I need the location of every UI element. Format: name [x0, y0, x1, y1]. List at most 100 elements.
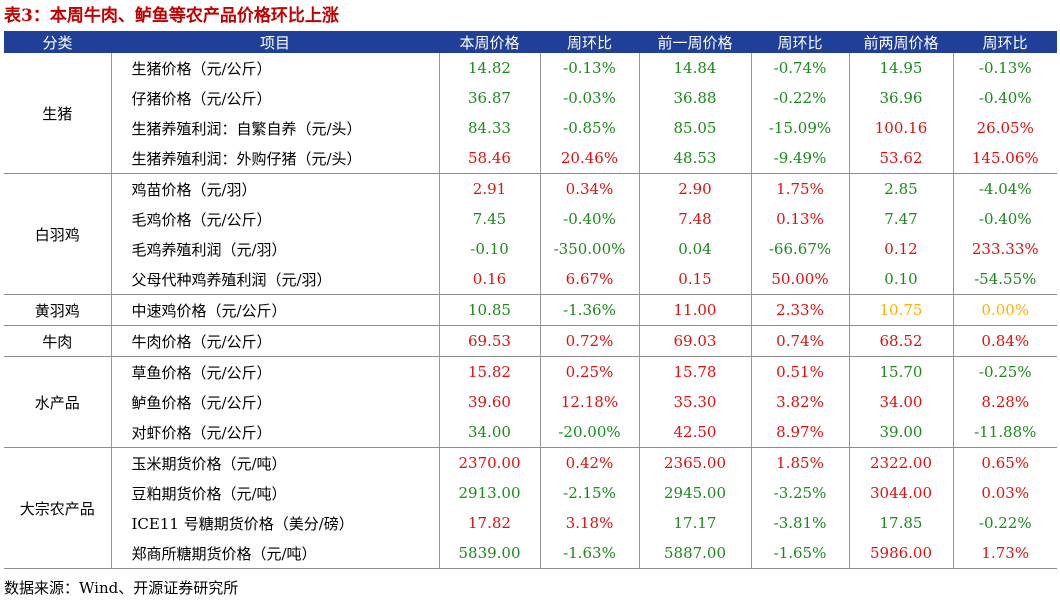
price-cell: 5839.00 — [439, 538, 541, 569]
item-cell: 生猪养殖利润：外购仔猪（元/头） — [111, 143, 440, 174]
table-row: 白羽鸡 鸡苗价格（元/羽） 2.91 0.34% 2.90 1.75% 2.85 -4.04% — [4, 173, 1057, 295]
price-cell: 68.52 — [849, 325, 954, 357]
change-cell: 0.72% — [540, 325, 640, 357]
change-cell: -20.00% — [540, 417, 640, 448]
change-cell: 50.00% — [751, 264, 850, 295]
change-cell: 3.82% — [751, 387, 850, 417]
change-cell: 233.33% — [971, 240, 1039, 258]
price-cell: 14.82 — [439, 53, 541, 83]
change-cell: -0.40% — [978, 210, 1032, 228]
data-source-note: 数据来源：Wind、开源证券研究所 — [4, 579, 239, 597]
header-category: 分类 — [4, 31, 111, 53]
price-cell: 53.62 — [849, 143, 954, 174]
category-cell: 白羽鸡 — [4, 173, 112, 295]
change-cell: 1.85% — [751, 447, 850, 478]
header-this-week-price: 本周价格 — [439, 31, 540, 53]
price-cell: 11.00 — [639, 294, 752, 326]
header-this-week-change: 周环比 — [540, 31, 639, 53]
price-cell: 0.04 — [639, 234, 752, 264]
table-row: 生猪养殖利润：外购仔猪（元/头） 58.46 20.46% 48.53 -9.49% 53… — [4, 143, 1057, 174]
table-title: 表3：本周牛肉、鲈鱼等农产品价格环比上涨 — [4, 6, 339, 26]
header-row: 分类 项目 本周价格 周环比 前一周价格 周环比 前两周价格 周环比 — [4, 31, 1057, 53]
price-cell: 5986.00 — [849, 538, 954, 569]
change-cell: -0.74% — [751, 53, 850, 83]
change-cell: -0.13% — [540, 53, 640, 83]
price-cell: 0.16 — [439, 264, 541, 295]
price-cell: 48.53 — [639, 143, 752, 174]
price-cell: 10.85 — [439, 294, 541, 326]
category-cell: 生猪 — [4, 53, 112, 174]
item-cell: 草鱼价格（元/公斤） — [111, 356, 440, 387]
change-cell: -4.04% — [978, 180, 1032, 198]
category-cell: 黄羽鸡 — [4, 294, 112, 326]
price-cell: 35.30 — [639, 387, 752, 417]
change-cell: 0.25% — [540, 356, 640, 387]
change-cell: 2.33% — [751, 294, 850, 326]
price-cell: 17.85 — [849, 508, 954, 538]
item-cell: 鲈鱼价格（元/公斤） — [111, 387, 440, 417]
change-cell: 1.73% — [953, 538, 1057, 569]
price-cell: 36.96 — [849, 83, 954, 113]
item-cell: 牛肉价格（元/公斤） — [111, 325, 440, 357]
item-cell: 生猪养殖利润：自繁自养（元/头） — [111, 113, 440, 143]
change-cell: -0.22% — [978, 514, 1032, 532]
price-cell: 34.00 — [849, 387, 954, 417]
table-row: 对虾价格（元/公斤） 34.00 -20.00% 42.50 8.97% 39.00 -11… — [4, 417, 1057, 448]
category-cell: 水产品 — [4, 356, 112, 448]
price-cell: 14.84 — [639, 53, 752, 83]
item-cell: 玉米期货价格（元/吨） — [111, 447, 440, 478]
table-row: ICE11 号糖期货价格（美分/磅） 17.82 3.18% 17.17 -3.81% 1… — [4, 508, 1057, 538]
header-two-weeks-change: 周环比 — [953, 31, 1057, 53]
item-cell: 中速鸡价格（元/公斤） — [111, 294, 440, 326]
change-cell: -2.15% — [540, 478, 640, 508]
change-cell: -11.88% — [953, 417, 1057, 448]
change-cell: 0.13% — [751, 204, 850, 234]
table-row: 毛鸡养殖利润（元/羽） -0.10 -350.00% 0.04 -66.67% 0.12 2… — [4, 234, 1057, 264]
price-cell: 100.16 — [849, 113, 954, 143]
header-last-week-change: 周环比 — [751, 31, 849, 53]
change-cell: 0.65% — [981, 454, 1030, 472]
change-cell: 12.18% — [540, 387, 640, 417]
price-cell: 7.45 — [439, 204, 541, 234]
price-cell: 36.88 — [639, 83, 752, 113]
change-cell: -0.40% — [540, 204, 640, 234]
price-cell: 69.53 — [439, 325, 541, 357]
price-cell: 69.03 — [639, 325, 752, 357]
price-cell: 2.85 — [849, 173, 954, 204]
item-cell: 仔猪价格（元/公斤） — [111, 83, 440, 113]
change-cell: 0.00% — [953, 294, 1057, 326]
price-cell: 5887.00 — [639, 538, 752, 569]
price-cell: 39.00 — [849, 417, 954, 448]
change-cell: -0.40% — [978, 89, 1032, 107]
price-cell: 15.70 — [849, 356, 954, 387]
price-cell: 2.91 — [439, 173, 541, 204]
change-cell: 0.34% — [540, 173, 640, 204]
price-cell: 10.75 — [849, 294, 954, 326]
table-body: 生猪 生猪价格（元/公斤） 14.82 -0.13% 14.84 -0.74% 14.95-… — [4, 53, 1057, 569]
item-cell: ICE11 号糖期货价格（美分/磅） — [111, 508, 440, 538]
change-cell: -66.67% — [751, 234, 850, 264]
change-cell: 8.28% — [981, 393, 1030, 411]
change-cell: 0.84% — [953, 325, 1057, 357]
price-cell: 85.05 — [639, 113, 752, 143]
table-row: 水产品 草鱼价格（元/公斤） 15.82 0.25% 15.78 0.51% 15.70 -0… — [4, 356, 1057, 448]
item-cell: 毛鸡价格（元/公斤） — [111, 204, 440, 234]
price-cell: 39.60 — [439, 387, 541, 417]
item-cell: 豆粕期货价格（元/吨） — [111, 478, 440, 508]
price-cell: 0.15 — [639, 264, 752, 295]
price-cell: 17.17 — [639, 508, 752, 538]
price-cell: 2370.00 — [439, 447, 541, 478]
item-cell: 郑商所糖期货价格（元/吨） — [111, 538, 440, 569]
change-cell: -3.81% — [751, 508, 850, 538]
table-row: 毛鸡价格（元/公斤） 7.45 -0.40% 7.48 0.13% 7.47 -0.40% — [4, 204, 1057, 234]
change-cell: 20.46% — [540, 143, 640, 174]
price-cell: 36.87 — [439, 83, 541, 113]
change-cell: 0.51% — [751, 356, 850, 387]
change-cell: -0.13% — [978, 59, 1032, 77]
table-row: 仔猪价格（元/公斤） 36.87 -0.03% 36.88 -0.22% 36.96 -0.… — [4, 83, 1057, 113]
item-cell: 对虾价格（元/公斤） — [111, 417, 440, 448]
change-cell: -0.85% — [540, 113, 640, 143]
change-cell: 1.75% — [751, 173, 850, 204]
change-cell: -0.03% — [540, 83, 640, 113]
table-row: 鲈鱼价格（元/公斤） 39.60 12.18% 35.30 3.82% 34.00 8.28… — [4, 387, 1057, 417]
